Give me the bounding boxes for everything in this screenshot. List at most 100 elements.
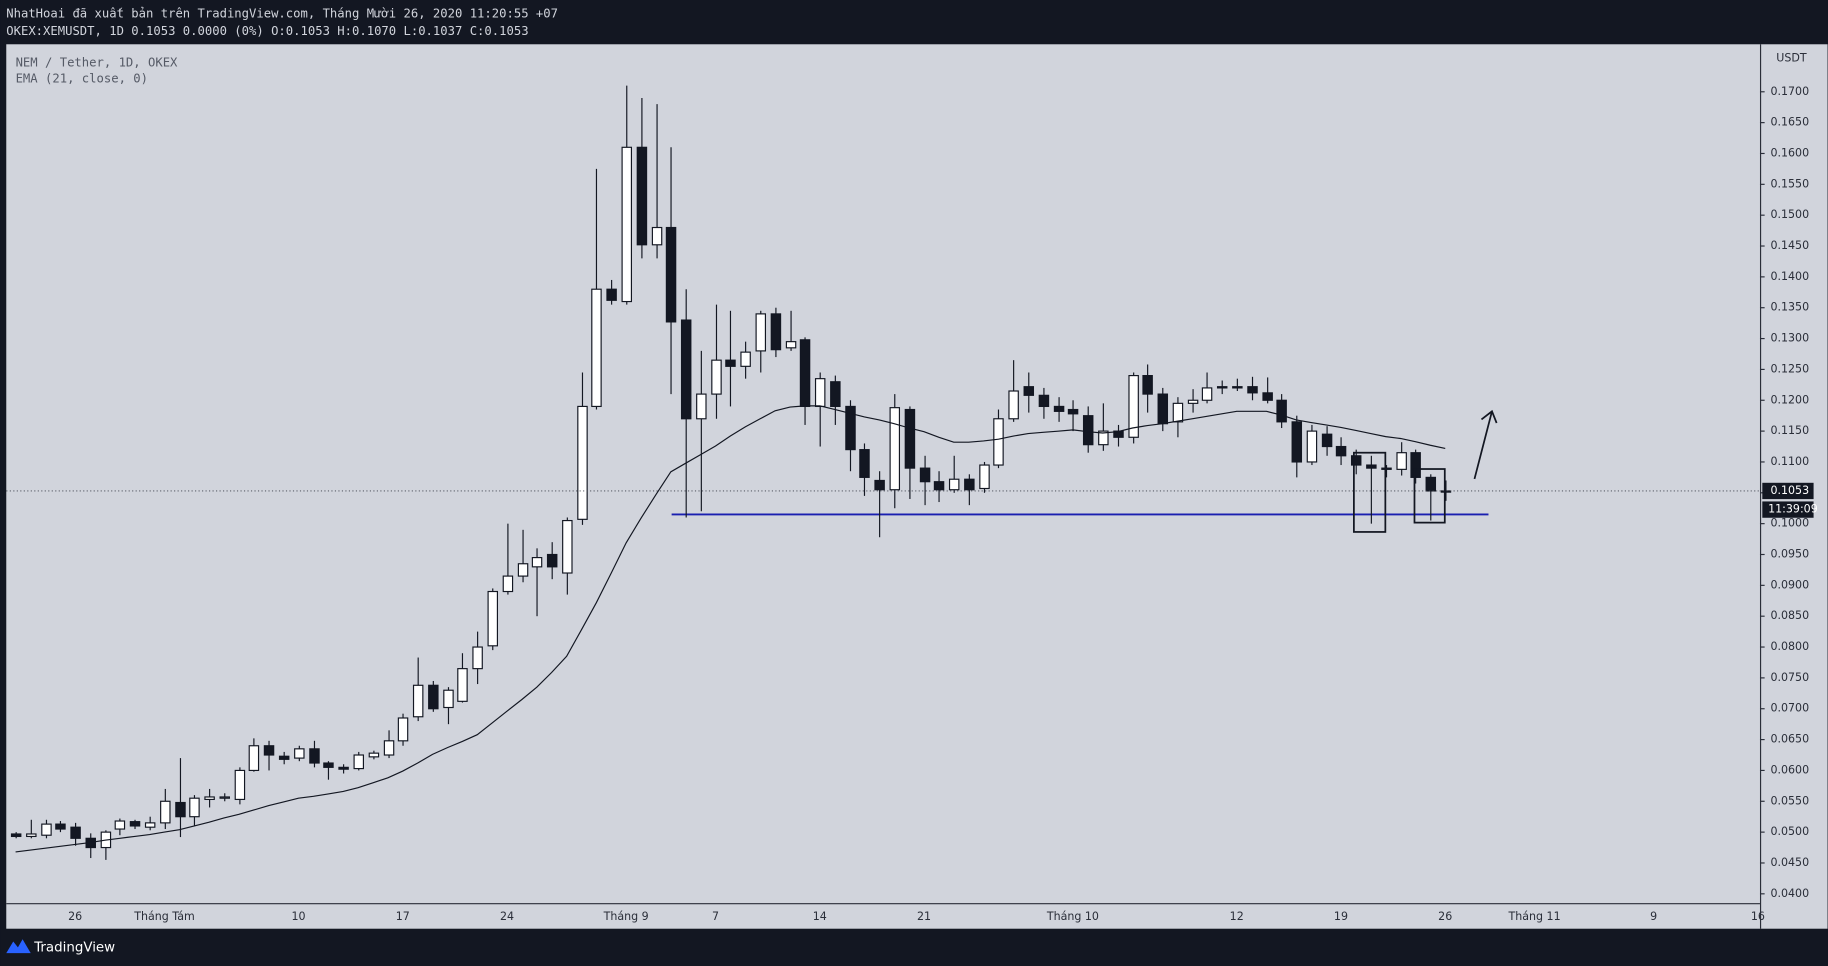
candle-body: [1082, 415, 1094, 446]
x-tick-label: 26: [1438, 910, 1452, 923]
candle-body: [814, 378, 826, 408]
candle-body: [904, 408, 916, 469]
candle-body: [1008, 390, 1019, 420]
candle-body: [1098, 430, 1109, 446]
candle-body: [160, 800, 171, 824]
candle-body: [234, 769, 246, 801]
y-tick-label: 0.1100: [1770, 455, 1809, 468]
candle-body: [1366, 464, 1377, 469]
candle-body: [175, 801, 186, 818]
candle-body: [770, 313, 782, 351]
candle-body: [680, 319, 692, 420]
candle-body: [1396, 452, 1407, 470]
drawing-box: [1413, 468, 1446, 524]
last-price-box: [1762, 482, 1814, 500]
candle-body: [1216, 386, 1228, 389]
marks: 0.0400 0.0450 0.0500 0.0550 0.0600 0.0650 0.07…: [6, 85, 1818, 923]
candle-body: [979, 464, 990, 490]
candle-body: [1440, 490, 1452, 493]
candle-body: [1142, 375, 1153, 395]
x-tick-label: 21: [917, 910, 931, 923]
plot-background: [6, 44, 1828, 929]
candle-body: [1201, 387, 1213, 401]
candle-body: [948, 478, 960, 491]
candle-body: [10, 833, 22, 838]
candle-body: [397, 717, 409, 742]
candle-body: [338, 766, 349, 770]
candle-body: [725, 359, 736, 367]
y-tick-label: 0.0550: [1770, 794, 1809, 807]
x-tick-label: 16: [1751, 910, 1765, 923]
symbol-line: OKEX:XEMUSDT, 1D 0.1053 0.0000 (0%) O:0.…: [6, 24, 528, 38]
candle-body: [755, 313, 767, 352]
candle-body: [144, 822, 156, 828]
candle-body: [487, 590, 499, 647]
candle-body: [428, 684, 439, 710]
candle-body: [353, 754, 364, 770]
x-tick-label: 7: [712, 910, 719, 923]
drawing-box: [1353, 451, 1387, 533]
x-tick-label: 9: [1650, 910, 1657, 923]
candle-body: [830, 381, 841, 408]
y-tick-label: 0.0400: [1770, 887, 1809, 900]
x-tick-label: Tháng 9: [603, 910, 649, 923]
brand-text: TradingView: [33, 940, 115, 955]
x-tick-label: 12: [1230, 910, 1244, 923]
candle-body: [472, 646, 483, 670]
candle-body: [502, 575, 514, 593]
x-tick-label: 26: [68, 910, 82, 923]
candle-body: [26, 833, 37, 838]
candle-body: [1381, 467, 1392, 470]
candle-body: [114, 820, 126, 830]
y-tick-label: 0.1150: [1770, 424, 1809, 437]
candle-body: [294, 748, 305, 759]
candle-body: [1321, 433, 1333, 448]
candle-body: [1172, 402, 1184, 423]
logo-icon: [6, 939, 31, 954]
candle-body: [412, 684, 424, 718]
candle-body: [1157, 393, 1169, 425]
candle-body: [1291, 421, 1303, 463]
candle-body: [129, 821, 141, 827]
candle-body: [517, 563, 529, 577]
axis-unit: USDT: [1776, 51, 1807, 64]
candle-body: [41, 823, 52, 836]
y-tick-label: 0.0700: [1770, 702, 1809, 715]
candle-body: [636, 146, 648, 246]
candle-body: [859, 449, 870, 478]
candle-body: [1425, 476, 1437, 492]
candle-body: [993, 418, 1004, 466]
candle-body: [799, 339, 811, 408]
y-tick-label: 0.1400: [1770, 270, 1809, 283]
y-tick-label: 0.0950: [1770, 547, 1809, 560]
candle-body: [1276, 399, 1287, 423]
candle-body: [889, 407, 901, 491]
y-tick-label: 0.1350: [1770, 301, 1809, 314]
y-tick-label: 0.0600: [1770, 763, 1809, 776]
y-tick-label: 0.1550: [1770, 177, 1809, 190]
x-tick-label: 14: [813, 910, 827, 923]
candle-body: [1232, 386, 1243, 389]
y-tick-label: 0.0750: [1770, 671, 1809, 684]
candle-body: [55, 823, 66, 830]
x-tick-label: 24: [500, 910, 514, 923]
legend-title: NEM / Tether, 1D, OKEX: [16, 55, 178, 69]
y-tick-label: 0.1600: [1770, 146, 1809, 159]
ema-line: [15, 405, 1446, 853]
x-tick-label: 17: [396, 910, 410, 923]
x-tick-label: 19: [1334, 910, 1348, 923]
candle-body: [1038, 394, 1050, 408]
y-tick-label: 0.0900: [1770, 578, 1809, 591]
candle-body: [606, 288, 617, 301]
y-tick-label: 0.1700: [1770, 85, 1809, 98]
candle-body: [70, 826, 81, 839]
candle-body: [577, 405, 588, 520]
candle-body: [1053, 405, 1065, 412]
y-tick-label: 0.1200: [1770, 393, 1809, 406]
candle-body: [1247, 386, 1258, 394]
x-tick-label: 10: [292, 910, 306, 923]
last-price-label: 0.1053: [1770, 484, 1809, 497]
x-tick-label: Tháng 10: [1046, 910, 1099, 923]
candle-body: [591, 288, 602, 408]
